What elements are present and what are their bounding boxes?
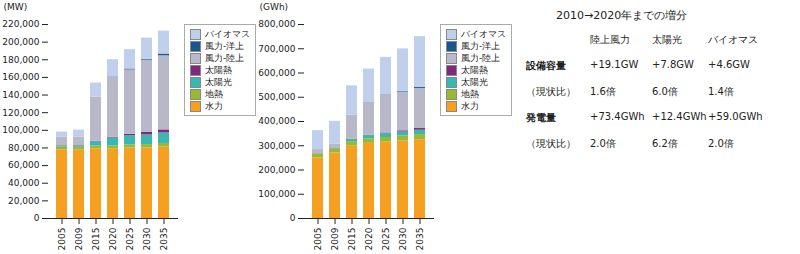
svg-text:2035: 2035 [415,228,425,251]
html-text:+4.6GW: +4.6GW [708,59,750,70]
svg-text:2035: 2035 [159,228,169,251]
svg-text:(MW): (MW) [4,2,28,12]
html-text:2010→2020年までの増分: 2010→2020年までの増分 [556,9,688,22]
html-text:6.2倍: 6.2倍 [652,138,678,149]
svg-text:80,000: 80,000 [8,143,40,153]
svg-text:300,000: 300,000 [258,141,295,151]
html-text:地熱: 地熱 [205,89,223,99]
svg-text:40,000: 40,000 [8,178,40,188]
svg-text:160,000: 160,000 [2,72,39,82]
svg-text:0: 0 [290,213,296,223]
svg-text:2009: 2009 [330,227,340,250]
html-text:（現状比）: （現状比） [526,86,576,97]
svg-text:2005: 2005 [57,228,67,251]
html-text:水力: 水力 [205,101,223,111]
html-text:6.0倍: 6.0倍 [652,86,678,97]
html-text:地熱: 地熱 [461,89,479,99]
html-text:+7.8GW: +7.8GW [652,59,694,70]
svg-text:700,000: 700,000 [258,44,295,54]
svg-text:2030: 2030 [142,227,152,250]
svg-text:800,000: 800,000 [258,19,295,29]
svg-text:220,000: 220,000 [2,19,39,29]
html-text:発電量: 発電量 [526,112,556,123]
svg-text:0: 0 [34,213,40,223]
html-text:1.6倍: 1.6倍 [590,86,616,97]
svg-text:100,000: 100,000 [2,125,39,135]
svg-text:2005: 2005 [313,228,323,251]
html-text:（現状比）: （現状比） [526,138,576,149]
html-text:太陽光: 太陽光 [461,77,488,87]
html-text:太陽熱: 太陽熱 [461,65,488,75]
html-text:風力-洋上: 風力-洋上 [205,41,245,51]
svg-text:2020: 2020 [364,227,374,250]
svg-text:(GWh): (GWh) [260,2,289,12]
html-text:水力: 水力 [461,101,479,111]
svg-text:400,000: 400,000 [258,116,295,126]
html-text:1.4倍: 1.4倍 [708,86,734,97]
html-text:+19.1GW: +19.1GW [590,59,639,70]
svg-text:2025: 2025 [125,228,135,251]
html-text:風力-陸上: 風力-陸上 [205,53,245,63]
svg-text:20,000: 20,000 [8,196,40,206]
html-text:バイオマス: バイオマス [205,29,250,39]
html-text:陸上風力: 陸上風力 [590,34,630,45]
svg-text:100,000: 100,000 [258,189,295,199]
html-text:設備容量: 設備容量 [526,60,566,71]
html-text:+73.4GWh: +73.4GWh [590,111,645,122]
html-text:風力-陸上: 風力-陸上 [461,53,501,63]
html-text:2.0倍: 2.0倍 [708,138,734,149]
svg-text:140,000: 140,000 [2,90,39,100]
html-text:太陽光: 太陽光 [652,34,682,45]
html-text:太陽光: 太陽光 [205,77,232,87]
svg-text:2030: 2030 [398,227,408,250]
svg-text:2020: 2020 [108,227,118,250]
svg-text:2009: 2009 [74,227,84,250]
svg-text:200,000: 200,000 [2,37,39,47]
svg-text:60,000: 60,000 [8,160,40,170]
svg-text:500,000: 500,000 [258,92,295,102]
svg-text:180,000: 180,000 [2,55,39,65]
html-text:2.0倍: 2.0倍 [590,138,616,149]
svg-text:600,000: 600,000 [258,68,295,78]
html-text:バイオマス: バイオマス [708,34,758,45]
svg-text:2025: 2025 [381,228,391,251]
html-text:風力-洋上: 風力-洋上 [461,41,501,51]
svg-text:120,000: 120,000 [2,108,39,118]
html-text:太陽熱: 太陽熱 [205,65,232,75]
svg-text:200,000: 200,000 [258,165,295,175]
svg-text:2015: 2015 [347,228,357,251]
html-text:バイオマス: バイオマス [461,29,506,39]
html-text:+12.4GWh +59.0GWh: +12.4GWh +59.0GWh [652,111,763,122]
svg-text:2015: 2015 [91,228,101,251]
